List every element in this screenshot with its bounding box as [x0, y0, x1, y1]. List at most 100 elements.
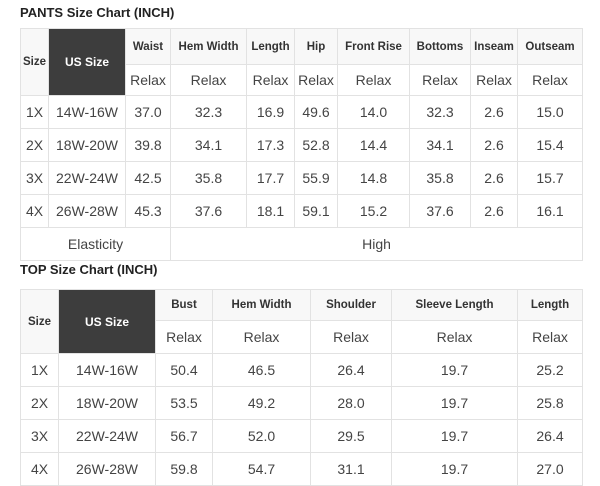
table-cell: 50.4 — [155, 353, 213, 387]
table-cell: 32.3 — [170, 95, 247, 129]
table-row: 3X 22W-24W 56.7 52.0 29.5 19.7 26.4 — [20, 419, 583, 453]
table-cell: 15.0 — [517, 95, 583, 129]
table-cell: 4X — [20, 452, 59, 486]
pants-chart-title: PANTS Size Chart (INCH) — [20, 5, 175, 20]
table-row: 4X 26W-28W 45.3 37.6 18.1 59.1 15.2 37.6 2.6 16.1 — [20, 194, 583, 228]
table-cell: 37.0 — [125, 95, 171, 129]
table-cell: 18.1 — [246, 194, 295, 228]
table-cell: 18W-20W — [48, 128, 126, 162]
fit-label: Relax — [409, 64, 471, 96]
table-cell: 27.0 — [517, 452, 583, 486]
table-cell: 1X — [20, 95, 49, 129]
fit-label: Relax — [212, 320, 311, 354]
table-cell: 18W-20W — [58, 386, 156, 420]
column-header-shoulder: Shoulder — [310, 289, 392, 321]
fit-label: Relax — [155, 320, 213, 354]
subheader-row: Relax Relax Relax Relax Relax Relax Relax Relax — [21, 64, 583, 96]
fit-label: Relax — [246, 64, 295, 96]
table-cell: 4X — [20, 194, 49, 228]
table-row: 1X 14W-16W 50.4 46.5 26.4 19.7 25.2 — [20, 353, 583, 387]
table-cell: 2X — [20, 128, 49, 162]
table-cell: 2.6 — [470, 128, 518, 162]
table-row: 4X 26W-28W 59.8 54.7 31.1 19.7 27.0 — [20, 452, 583, 486]
column-header-bottoms: Bottoms — [409, 28, 471, 65]
table-row: 3X 22W-24W 42.5 35.8 17.7 55.9 14.8 35.8 2.6 15.7 — [20, 161, 583, 195]
column-header-hip: Hip — [294, 28, 338, 65]
fit-label: Relax — [337, 64, 410, 96]
table-cell: 49.6 — [294, 95, 338, 129]
fit-label: Relax — [125, 64, 171, 96]
column-header-size: Size — [20, 289, 59, 354]
table-cell: 2X — [20, 386, 59, 420]
column-header-length: Length — [517, 289, 583, 321]
table-cell: 14.0 — [337, 95, 410, 129]
column-header-outseam: Outseam — [517, 28, 583, 65]
table-cell: 34.1 — [409, 128, 471, 162]
table-cell: 17.3 — [246, 128, 295, 162]
table-cell: 22W-24W — [58, 419, 156, 453]
column-header-bust: Bust — [155, 289, 213, 321]
table-cell: 54.7 — [212, 452, 311, 486]
table-cell: 26.4 — [310, 353, 392, 387]
fit-label: Relax — [294, 64, 338, 96]
table-cell: 17.7 — [246, 161, 295, 195]
table-cell: 19.7 — [391, 386, 518, 420]
top-chart-title: TOP Size Chart (INCH) — [20, 262, 158, 277]
column-header-hem-width: Hem Width — [212, 289, 311, 321]
fit-label: Relax — [470, 64, 518, 96]
column-header-us-size: US Size — [48, 28, 126, 96]
column-header-us-size: US Size — [58, 289, 156, 354]
column-header-sleeve-length: Sleeve Length — [391, 289, 518, 321]
pants-size-table: Size US Size Waist Hem Width Length Hip Front … — [20, 28, 583, 261]
table-cell: 55.9 — [294, 161, 338, 195]
table-cell: 52.8 — [294, 128, 338, 162]
table-row: 1X 14W-16W 37.0 32.3 16.9 49.6 14.0 32.3 2.6 15.0 — [20, 95, 583, 129]
subheader-row: Relax Relax Relax Relax Relax — [21, 320, 583, 354]
table-cell: 16.1 — [517, 194, 583, 228]
table-cell: 2.6 — [470, 161, 518, 195]
table-cell: 26W-28W — [58, 452, 156, 486]
table-cell: 15.4 — [517, 128, 583, 162]
elasticity-value: High — [170, 227, 583, 261]
table-cell: 19.7 — [391, 452, 518, 486]
table-cell: 37.6 — [409, 194, 471, 228]
table-cell: 1X — [20, 353, 59, 387]
table-cell: 25.8 — [517, 386, 583, 420]
table-cell: 32.3 — [409, 95, 471, 129]
column-header-inseam: Inseam — [470, 28, 518, 65]
table-cell: 3X — [20, 161, 49, 195]
table-cell: 25.2 — [517, 353, 583, 387]
table-cell: 14.4 — [337, 128, 410, 162]
table-cell: 35.8 — [170, 161, 247, 195]
table-cell: 29.5 — [310, 419, 392, 453]
table-cell: 14W-16W — [58, 353, 156, 387]
table-cell: 37.6 — [170, 194, 247, 228]
table-cell: 19.7 — [391, 419, 518, 453]
table-cell: 46.5 — [212, 353, 311, 387]
table-cell: 35.8 — [409, 161, 471, 195]
top-size-table: Size US Size Bust Hem Width Shoulder Sleeve L… — [20, 289, 583, 486]
table-cell: 2.6 — [470, 194, 518, 228]
column-header-waist: Waist — [125, 28, 171, 65]
table-cell: 52.0 — [212, 419, 311, 453]
fit-label: Relax — [170, 64, 247, 96]
table-cell: 15.2 — [337, 194, 410, 228]
table-cell: 42.5 — [125, 161, 171, 195]
table-cell: 19.7 — [391, 353, 518, 387]
table-cell: 34.1 — [170, 128, 247, 162]
table-cell: 14.8 — [337, 161, 410, 195]
fit-label: Relax — [517, 320, 583, 354]
table-cell: 28.0 — [310, 386, 392, 420]
table-cell: 53.5 — [155, 386, 213, 420]
table-cell: 56.7 — [155, 419, 213, 453]
table-cell: 22W-24W — [48, 161, 126, 195]
table-cell: 26W-28W — [48, 194, 126, 228]
table-row: 2X 18W-20W 39.8 34.1 17.3 52.8 14.4 34.1 2.6 15.4 — [20, 128, 583, 162]
table-row: 2X 18W-20W 53.5 49.2 28.0 19.7 25.8 — [20, 386, 583, 420]
fit-label: Relax — [517, 64, 583, 96]
table-cell: 16.9 — [246, 95, 295, 129]
fit-label: Relax — [310, 320, 392, 354]
column-header-length: Length — [246, 28, 295, 65]
fit-label: Relax — [391, 320, 518, 354]
table-cell: 14W-16W — [48, 95, 126, 129]
